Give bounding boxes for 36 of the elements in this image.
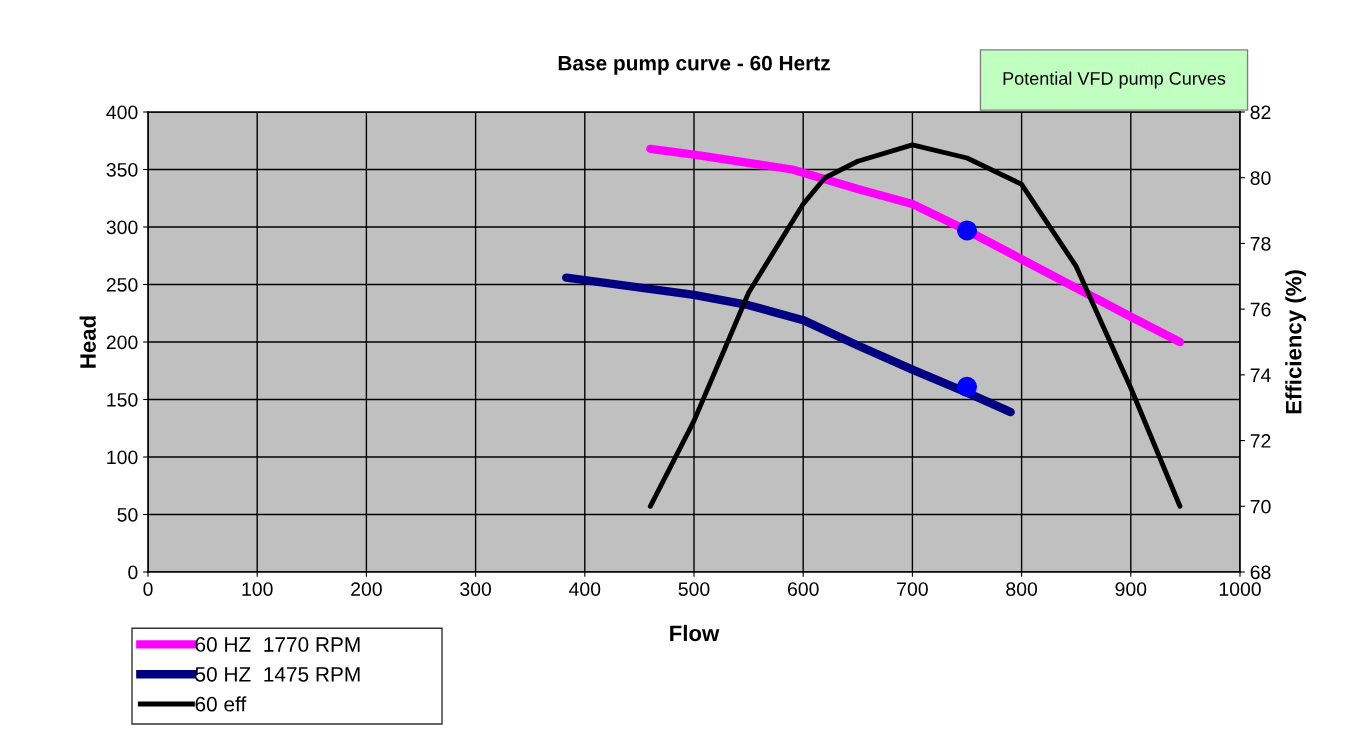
y-tick-label: 350 bbox=[106, 162, 138, 177]
x-tick-label: 300 bbox=[460, 582, 492, 596]
y-axis-title: Head bbox=[79, 316, 96, 368]
x-tick-label: 100 bbox=[242, 582, 273, 596]
y2-tick-label: 72 bbox=[1250, 434, 1271, 448]
y-tick-label: 50 bbox=[117, 507, 138, 522]
x-tick-label: 500 bbox=[678, 582, 710, 596]
legend-label: 60 eff bbox=[195, 696, 247, 712]
x-tick-label: 700 bbox=[897, 582, 928, 596]
x-tick-label: 0 bbox=[143, 582, 153, 596]
y-tick-label: 300 bbox=[106, 220, 138, 235]
y2-tick-label: 76 bbox=[1250, 302, 1271, 317]
x-axis-title: Flow bbox=[670, 624, 720, 642]
y-tick-label: 150 bbox=[107, 392, 138, 407]
text: Potential VFD pump Curves bbox=[1003, 71, 1226, 89]
y-tick-label: 200 bbox=[106, 335, 138, 350]
x-tick-label: 400 bbox=[569, 582, 601, 596]
y2-tick-label: 70 bbox=[1250, 499, 1271, 514]
x-tick-label: 800 bbox=[1006, 582, 1038, 596]
y2-tick-label: 68 bbox=[1250, 565, 1271, 580]
x-tick-label: 200 bbox=[351, 582, 382, 596]
y-tick-label: 250 bbox=[106, 277, 138, 292]
y2-axis-title: Efficiency (%) bbox=[1285, 270, 1306, 414]
y-tick-label: 400 bbox=[106, 105, 138, 120]
x-tick-label: 600 bbox=[787, 582, 819, 596]
x-tick-label: 900 bbox=[1115, 582, 1147, 596]
legend-label: 60 HZ 1770 RPM bbox=[195, 637, 360, 652]
x-tick-label: 1000 bbox=[1219, 582, 1261, 596]
y-tick-label: 0 bbox=[128, 565, 138, 580]
y2-tick-label: 74 bbox=[1250, 368, 1271, 382]
y2-tick-label: 82 bbox=[1250, 105, 1271, 120]
chart-title: Base pump curve - 60 Hertz bbox=[558, 55, 830, 75]
y2-tick-label: 78 bbox=[1250, 236, 1271, 251]
legend-label: 50 HZ 1475 RPM bbox=[195, 666, 360, 682]
y-tick-label: 100 bbox=[107, 450, 138, 465]
y2-tick-label: 80 bbox=[1250, 171, 1271, 185]
